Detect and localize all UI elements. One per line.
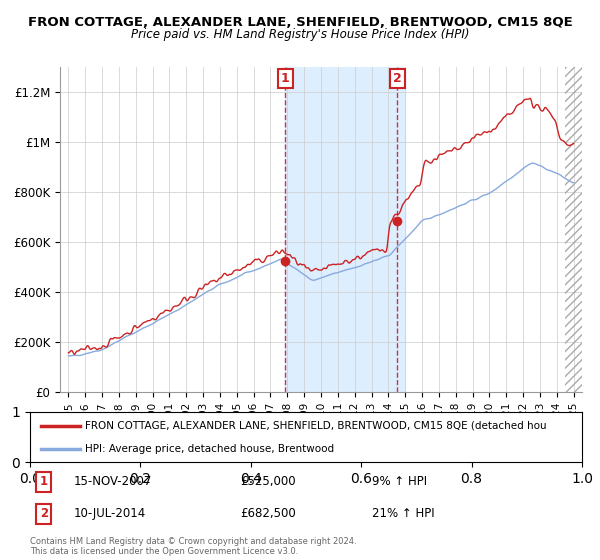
Text: HPI: Average price, detached house, Brentwood: HPI: Average price, detached house, Bren… — [85, 445, 334, 454]
Text: Price paid vs. HM Land Registry's House Price Index (HPI): Price paid vs. HM Land Registry's House … — [131, 28, 469, 41]
Text: 15-NOV-2007: 15-NOV-2007 — [74, 475, 152, 488]
Text: This data is licensed under the Open Government Licence v3.0.: This data is licensed under the Open Gov… — [30, 548, 298, 557]
Text: 2: 2 — [40, 507, 48, 520]
Bar — [565, 67, 582, 392]
Text: 10-JUL-2014: 10-JUL-2014 — [74, 507, 146, 520]
Text: £525,000: £525,000 — [240, 475, 295, 488]
Text: 1: 1 — [40, 475, 48, 488]
Bar — [565, 67, 582, 392]
Text: £682,500: £682,500 — [240, 507, 296, 520]
Text: 9% ↑ HPI: 9% ↑ HPI — [372, 475, 427, 488]
Text: FRON COTTAGE, ALEXANDER LANE, SHENFIELD, BRENTWOOD, CM15 8QE: FRON COTTAGE, ALEXANDER LANE, SHENFIELD,… — [28, 16, 572, 29]
Text: 2: 2 — [393, 72, 401, 85]
Text: 21% ↑ HPI: 21% ↑ HPI — [372, 507, 435, 520]
Text: FRON COTTAGE, ALEXANDER LANE, SHENFIELD, BRENTWOOD, CM15 8QE (detached hou: FRON COTTAGE, ALEXANDER LANE, SHENFIELD,… — [85, 421, 547, 431]
Text: 1: 1 — [281, 72, 290, 85]
Bar — [286, 67, 405, 392]
Text: Contains HM Land Registry data © Crown copyright and database right 2024.: Contains HM Land Registry data © Crown c… — [30, 538, 356, 547]
